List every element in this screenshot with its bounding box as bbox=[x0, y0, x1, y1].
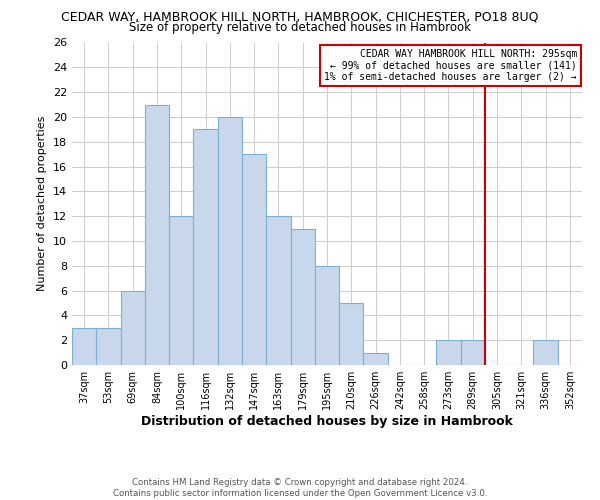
Bar bbox=[169, 216, 193, 365]
Bar bbox=[315, 266, 339, 365]
Bar bbox=[339, 303, 364, 365]
Text: CEDAR WAY, HAMBROOK HILL NORTH, HAMBROOK, CHICHESTER, PO18 8UQ: CEDAR WAY, HAMBROOK HILL NORTH, HAMBROOK… bbox=[61, 11, 539, 24]
Bar bbox=[364, 352, 388, 365]
X-axis label: Distribution of detached houses by size in Hambrook: Distribution of detached houses by size … bbox=[141, 415, 513, 428]
Bar bbox=[461, 340, 485, 365]
Bar bbox=[72, 328, 96, 365]
Bar bbox=[218, 117, 242, 365]
Bar bbox=[96, 328, 121, 365]
Bar bbox=[290, 228, 315, 365]
Bar bbox=[242, 154, 266, 365]
Bar bbox=[533, 340, 558, 365]
Y-axis label: Number of detached properties: Number of detached properties bbox=[37, 116, 47, 292]
Text: Size of property relative to detached houses in Hambrook: Size of property relative to detached ho… bbox=[129, 21, 471, 34]
Bar bbox=[266, 216, 290, 365]
Bar bbox=[145, 104, 169, 365]
Bar bbox=[193, 130, 218, 365]
Bar bbox=[436, 340, 461, 365]
Bar bbox=[121, 290, 145, 365]
Text: Contains HM Land Registry data © Crown copyright and database right 2024.
Contai: Contains HM Land Registry data © Crown c… bbox=[113, 478, 487, 498]
Text: CEDAR WAY HAMBROOK HILL NORTH: 295sqm
← 99% of detached houses are smaller (141): CEDAR WAY HAMBROOK HILL NORTH: 295sqm ← … bbox=[324, 49, 577, 82]
